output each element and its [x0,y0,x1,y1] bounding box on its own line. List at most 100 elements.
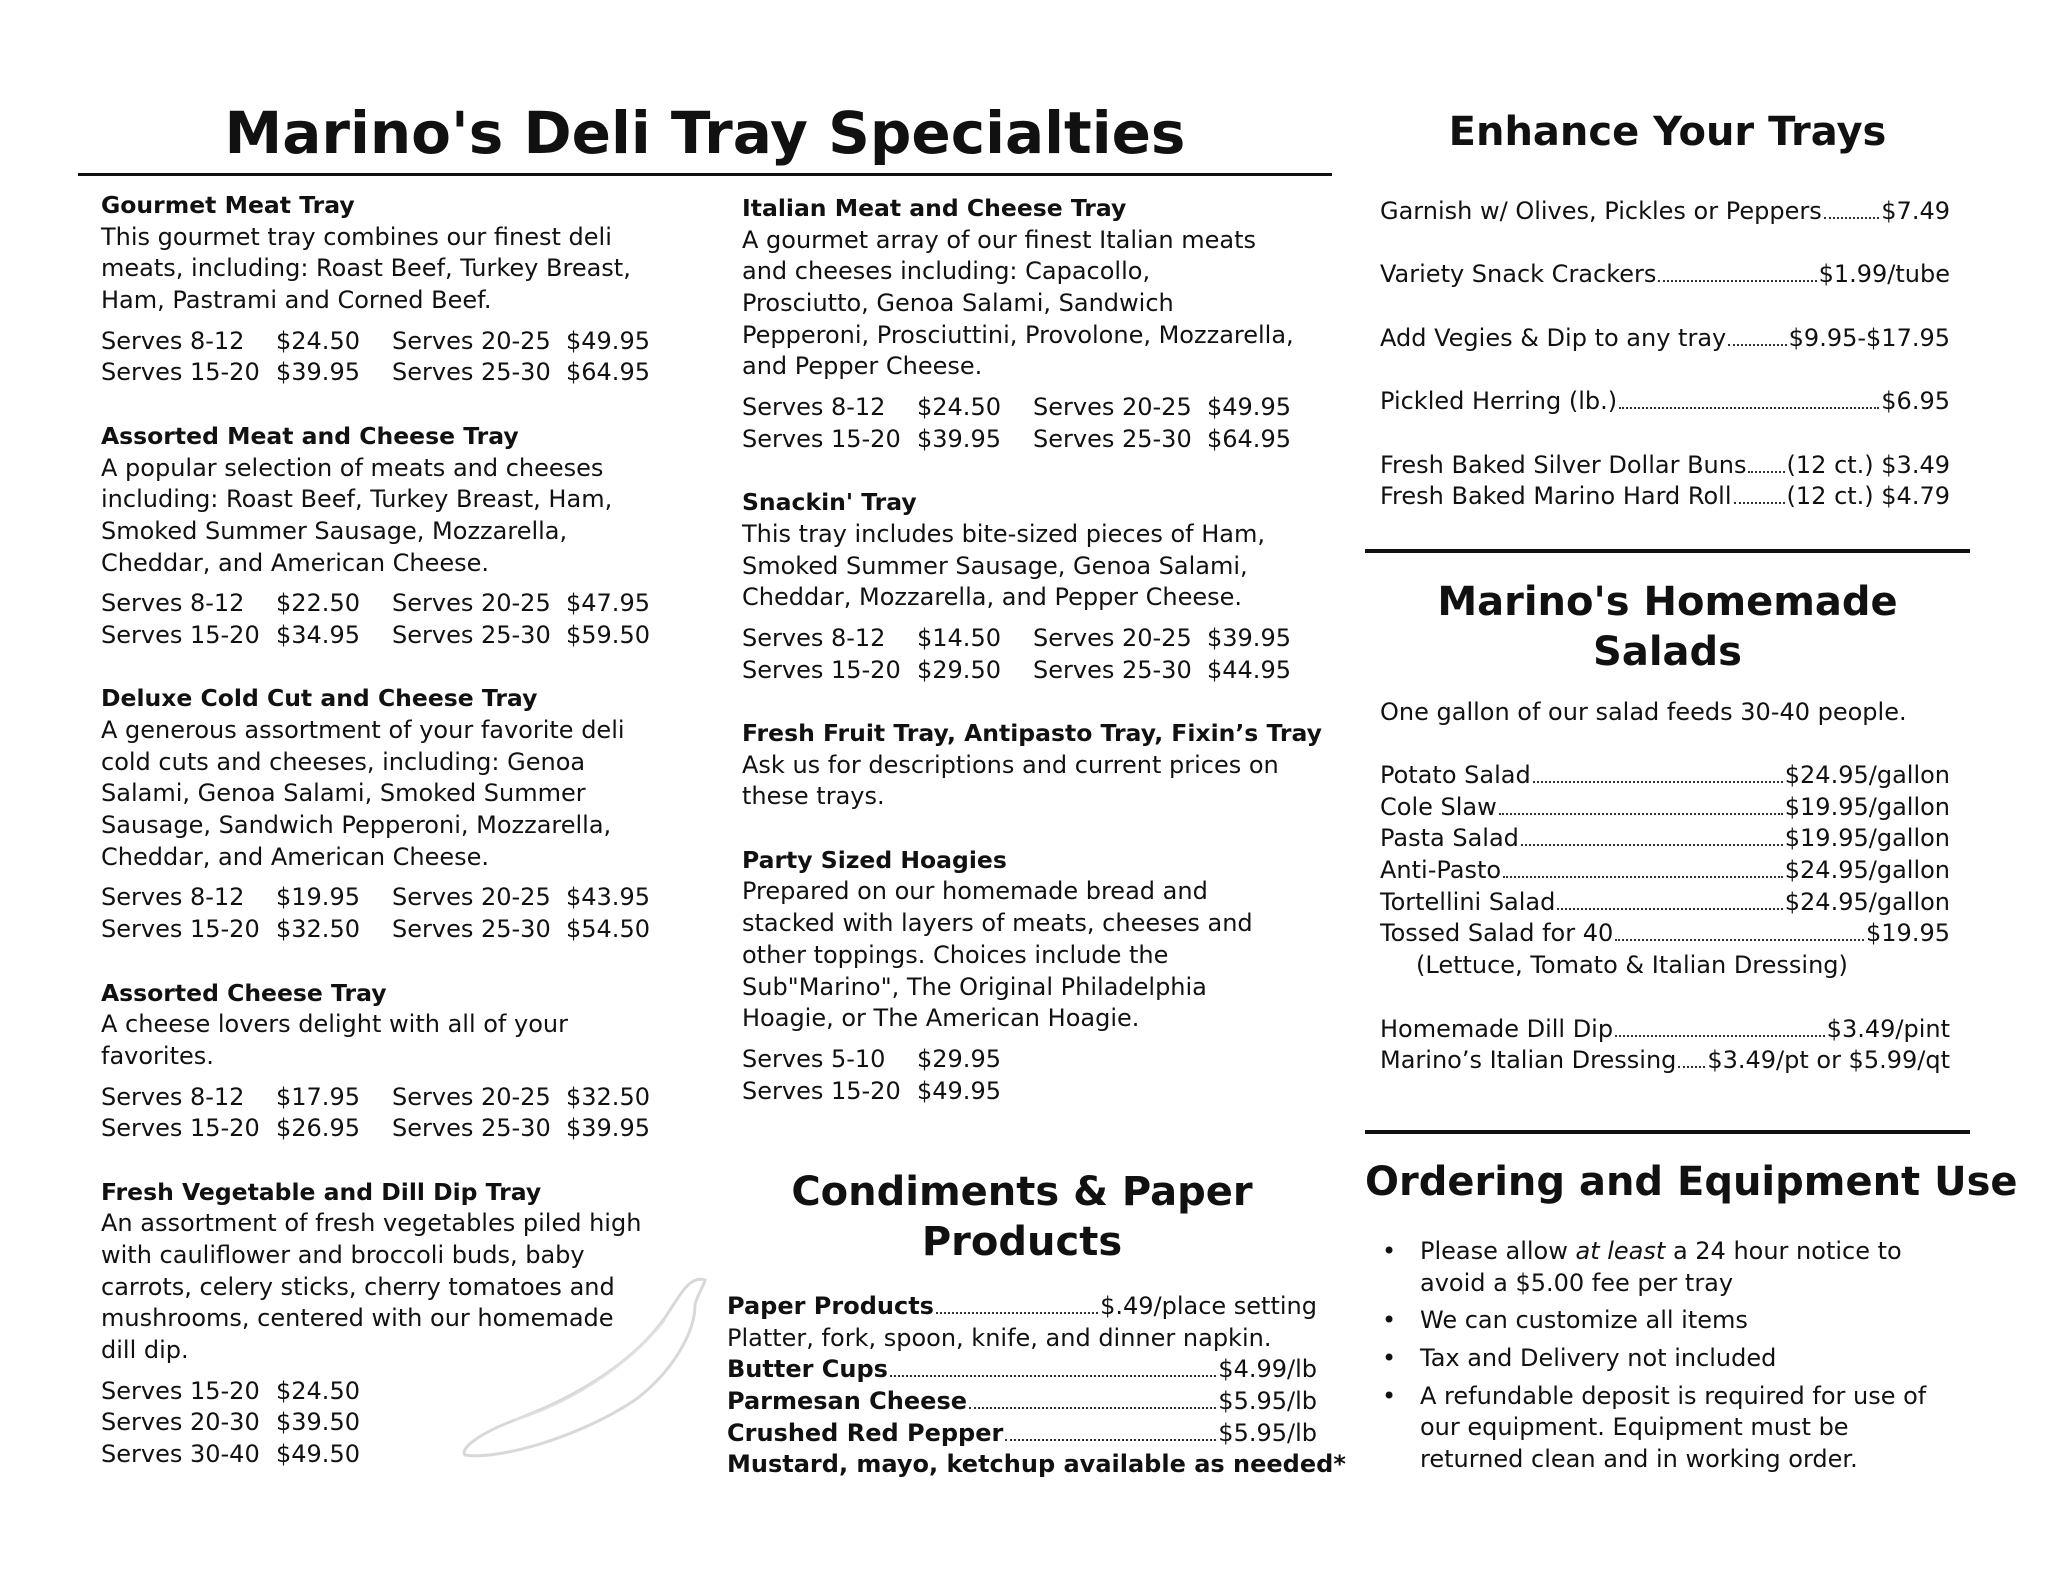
serves-size: Serves 25-30 [1033,424,1192,453]
tray-description: carrots, celery sticks, cherry tomatoes … [101,1272,615,1301]
condiment-item-price: $4.99/lb [1218,1355,1317,1384]
salad-item-price: $24.95/gallon [1784,887,1950,916]
tray-description: A generous assortment of your favorite d… [101,716,625,744]
condiment-item-label: Butter Cups [727,1355,888,1384]
serves-row: Serves 8-12 $24.50 Serves 20-25 $49.95 [101,326,650,358]
condiments-heading-line2: Products [921,1219,1123,1265]
serves-size: Serves 20-30 [101,1408,260,1437]
serves-row: Serves 15-20 $32.50 Serves 25-30 $54.50 [101,914,650,946]
tray-section: Party Sized Hoagies Prepared on our homem… [742,845,1322,1108]
serves-row: Serves 30-40 $49.50 [101,1439,650,1471]
tray-name: Deluxe Cold Cut and Cheese Tray [101,684,538,713]
salad-item-label: Potato Salad [1380,761,1531,789]
tray-description: A popular selection of meats and cheeses [101,453,604,482]
condiment-item-label: Parmesan Cheese [727,1387,967,1416]
tray-section: Assorted Meat and Cheese Tray A popular s… [101,421,650,652]
enhance-item-label: Add Vegies & Dip to any tray [1380,323,1727,352]
serves-size: Serves 20-25 [392,589,551,618]
salad-item-label: Pasta Salad [1380,824,1519,853]
serves-row: Serves 20-30 $39.50 [101,1407,650,1439]
serves-size: Serves 20-25 [392,326,551,355]
serves-table: Serves 8-12 $24.50 Serves 20-25 $49.95 Serve… [101,326,650,389]
serves-size: Serves 20-25 [392,883,551,912]
tray-description: Smoked Summer Sausage, Genoa Salami, [742,551,1248,580]
serves-row: Serves 8-12 $19.95 Serves 20-25 $43.95 [101,882,650,914]
serves-size: Serves 8-12 [101,326,245,355]
bullet-line: A refundable deposit is required for use… [1420,1381,1927,1410]
bullet-text: We can customize all items [1420,1305,1748,1337]
serves-price: $39.95 [566,1114,650,1143]
bullet-text: A refundable deposit is required for use… [1420,1381,1926,1476]
serves-price: $39.50 [276,1408,360,1437]
serves-row: Serves 15-20 $26.95 Serves 25-30 $39.95 [101,1113,650,1145]
salad-item-price: $24.95/gallon [1784,856,1950,885]
serves-size: Serves 20-25 [1033,623,1192,652]
enhance-item-price: $9.95-$17.95 [1788,323,1950,352]
chili-pepper-icon [462,1277,707,1458]
serves-size: Serves 20-25 [1033,393,1192,422]
bullet-line: Tax and Delivery not included [1420,1344,1777,1373]
bullet-text: Please allow at least a 24 hour notice t… [1420,1236,1902,1299]
enhance-list: Garnish w/ Olives, Pickles or Peppers $7.… [1380,196,1950,513]
tray-description: favorites. [101,1041,214,1070]
serves-size: Serves 25-30 [392,915,551,944]
serves-size: Serves 5-10 [742,1044,886,1073]
tray-description: and cheeses including: Capacollo, [742,257,1151,286]
salad-item-price: $19.95/gallon [1784,824,1950,853]
dot-leader [1823,217,1880,219]
salad-item: Pasta Salad $19.95/gallon [1380,823,1950,855]
tray-description: An assortment of fresh vegetables piled … [101,1209,642,1238]
serves-price: $32.50 [276,915,360,944]
serves-price: $26.95 [276,1114,360,1143]
serves-price: $24.50 [276,326,360,355]
salad-item: Tortellini Salad $24.95/gallon [1380,887,1950,919]
salad-item-price: $19.95/gallon [1784,792,1950,821]
ordering-bullet: • We can customize all items [1382,1305,1962,1337]
serves-size: Serves 8-12 [101,883,245,912]
serves-size: Serves 25-30 [392,358,551,387]
tray-section: Assorted Cheese Tray A cheese lovers deli… [101,978,650,1145]
dot-leader [1503,876,1783,879]
enhance-item: Add Vegies & Dip to any tray $9.95-$17.95 [1380,323,1950,355]
serves-price: $44.95 [1207,655,1291,684]
enhance-item-label: Fresh Baked Silver Dollar Buns [1380,450,1747,479]
serves-price: $39.95 [276,358,360,387]
enhance-item-price: (12 ct.) $4.79 [1786,482,1950,511]
bullet-line: returned clean and in working order. [1420,1445,1858,1474]
dot-leader [1728,343,1787,346]
salad-item: Anti-Pasto $24.95/gallon [1380,855,1950,887]
serves-price: $19.95 [276,883,360,912]
serves-size: Serves 20-25 [392,1082,551,1111]
bullet-emphasis: at least [1575,1237,1666,1265]
paper-products-note: Platter, fork, spoon, knife, and dinner … [727,1323,1272,1352]
dot-leader [1658,280,1817,283]
salads-section: Marino's Homemade Salads [1365,577,1970,677]
ordering-heading: Ordering and Equipment Use [1365,1159,2018,1205]
dot-leader [1532,781,1783,783]
bullet-text-part: a 24 hour notice to [1665,1237,1902,1265]
serves-table: Serves 8-12 $17.95 Serves 20-25 $32.50 Serve… [101,1082,650,1145]
tray-name: Assorted Cheese Tray [101,978,387,1007]
salads-heading-line2: Salads [1593,629,1742,675]
serves-size: Serves 8-12 [742,393,886,422]
ordering-bullet: • A refundable deposit is required for us… [1382,1381,1962,1476]
bullet-icon: • [1382,1381,1397,1410]
bullet-line: avoid a $5.00 fee per tray [1420,1268,1734,1297]
bullet-icon: • [1382,1306,1397,1335]
serves-size: Serves 15-20 [742,424,901,453]
dip-item: Marino’s Italian Dressing $3.49/pt or $5.… [1380,1045,1950,1077]
tray-description: A gourmet array of our finest Italian me… [742,225,1256,254]
tray-description: Cheddar, and American Cheese. [101,842,490,871]
serves-price: $39.95 [917,424,1001,453]
tray-section: Fresh Fruit Tray, Antipasto Tray, Fixin’… [742,718,1322,813]
serves-size: Serves 15-20 [742,655,901,684]
tray-description: Salami, Genoa Salami, Smoked Summer [101,779,586,808]
enhance-item-price: (12 ct.) $3.49 [1786,450,1950,479]
serves-price: $59.50 [566,620,650,649]
divider-2 [1365,1130,1970,1134]
tray-name: Assorted Meat and Cheese Tray [101,421,519,450]
condiment-item-price: $5.95/lb [1218,1387,1317,1416]
dot-leader [1619,407,1880,410]
serves-size: Serves 15-20 [101,358,260,387]
tray-description: Smoked Summer Sausage, Mozzarella, [101,516,568,545]
